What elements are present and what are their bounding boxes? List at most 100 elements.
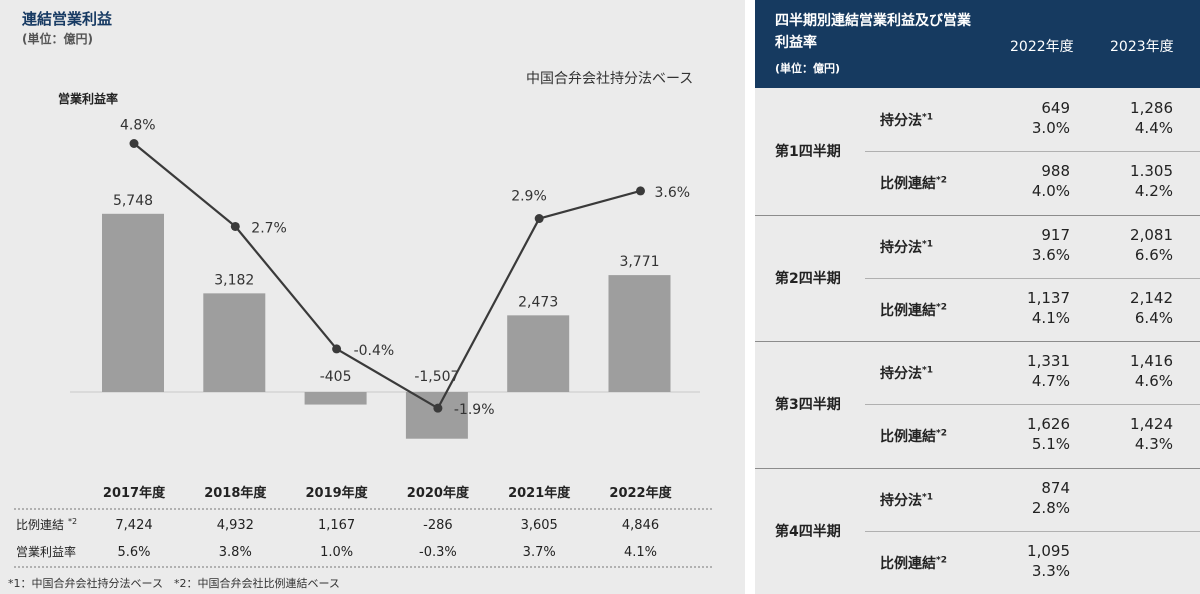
amount: 1,626 (1027, 415, 1070, 434)
margin: 4.6% (1134, 372, 1173, 390)
value-2022: 1,626 5.1% (1027, 414, 1070, 454)
table-row-label: 比例連結 *2 (16, 517, 77, 532)
footnote-mark: *1 (922, 238, 933, 249)
value-2023: 2,142 6.4% (1130, 288, 1173, 328)
margin: 3.0% (1031, 119, 1070, 137)
value-2022: 988 4.0% (1032, 161, 1070, 201)
margin: 4.1% (1031, 308, 1070, 327)
rate-value-label: -1.9% (454, 402, 495, 418)
bar-2017年度 (102, 213, 164, 392)
amount: 1,137 (1027, 288, 1070, 307)
bar-value-label: -1,507 (414, 369, 459, 385)
rate-point (129, 139, 139, 148)
amount: 874 (1041, 478, 1070, 497)
table-cell: 3,605 (521, 518, 558, 533)
operating-profit-chart: 5,748 3,182 -405 -1,507 2,473 3,771 4.8% 2.7% -0… (14, 118, 712, 568)
x-tick-label: 2019年度 (306, 485, 369, 501)
quarter-label: 第2四半期 (775, 270, 841, 287)
rate-point (636, 186, 645, 196)
method-label: 比例連結*2 (880, 175, 947, 193)
amount: 2,142 (1130, 288, 1173, 307)
method-divider (865, 151, 1200, 153)
footnote-mark: *1 (922, 365, 933, 376)
chart-title: 連結営業利益 (22, 10, 113, 28)
table-cell: 4,932 (217, 518, 254, 533)
footnote-mark: *1 (922, 491, 933, 502)
table-year-2023: 2023年度 (1110, 39, 1174, 55)
footnote-mark: *2 (936, 555, 947, 566)
table-cell: 5.6% (117, 545, 150, 560)
quarterly-table-panel: 四半期別連結営業利益及び営業利益率 (単位：億円) 2022年度 2023年度 … (755, 0, 1200, 594)
method-divider (865, 404, 1200, 406)
amount: 1,286 (1130, 99, 1173, 117)
table-cell: 1.0% (320, 545, 353, 560)
quarter-label: 第1四半期 (775, 144, 841, 161)
table-year-2022: 2022年度 (1010, 39, 1074, 55)
value-2023: 1,416 4.6% (1130, 351, 1173, 391)
rate-point (230, 221, 240, 231)
consolidated-operating-profit-panel: 連結営業利益 (単位：億円) 中国合弁会社持分法ベース 営業利益率 5,748 3… (0, 0, 745, 594)
table-cell: 7,424 (115, 518, 152, 533)
quarter-label: 第4四半期 (775, 523, 841, 540)
method-divider (865, 277, 1200, 279)
rate-line (133, 142, 641, 410)
bar-value-label: 2,473 (518, 294, 558, 310)
amount: 1,331 (1027, 352, 1070, 370)
rate-value-label: 3.6% (655, 185, 691, 201)
value-2022: 917 3.6% (1032, 225, 1070, 265)
table-cell: 3.7% (523, 545, 556, 560)
value-2023: 1.305 4.2% (1130, 161, 1173, 201)
margin: 4.3% (1134, 435, 1173, 454)
bar-value-label: 5,748 (113, 193, 153, 209)
amount: 649 (1041, 99, 1070, 117)
rate-value-label: 2.7% (251, 220, 287, 236)
method-label: 持分法*1 (880, 112, 933, 129)
amount: 988 (1041, 162, 1070, 181)
method-label: 持分法*1 (880, 365, 933, 382)
margin: 4.4% (1134, 119, 1173, 137)
margin: 3.3% (1031, 561, 1070, 580)
rate-point (534, 214, 544, 224)
value-2022: 1,137 4.1% (1027, 288, 1070, 328)
rate-point (332, 344, 342, 354)
chart-footnote: *1：中国合弁会社持分法ベース *2：中国合弁会社比例連結ベース (8, 577, 340, 590)
table-header: 四半期別連結営業利益及び営業利益率 (単位：億円) 2022年度 2023年度 (755, 0, 1200, 88)
footnote-mark: *2 (68, 517, 77, 526)
value-2022: 874 2.8% (1032, 478, 1070, 518)
method-label: 比例連結*2 (880, 555, 947, 572)
footnote-mark: *1 (922, 112, 933, 123)
method-divider (865, 530, 1200, 532)
value-2022: 649 3.0% (1032, 98, 1070, 138)
footnote-mark: *2 (936, 302, 947, 313)
x-tick-label: 2021年度 (508, 485, 571, 501)
rate-axis-label: 営業利益率 (58, 92, 119, 106)
table-cell: -0.3% (419, 545, 457, 560)
margin: 6.6% (1134, 245, 1173, 264)
x-tick-label: 2018年度 (204, 485, 267, 501)
bar-2022年度 (608, 275, 671, 392)
bar-2021年度 (507, 315, 570, 392)
table-cell: 4,846 (622, 518, 659, 533)
margin: 4.7% (1031, 372, 1070, 390)
value-2023: 1,424 4.3% (1130, 414, 1173, 454)
table-cell: 1,167 (318, 518, 355, 533)
rate-value-label: 2.9% (511, 189, 547, 205)
x-tick-label: 2022年度 (609, 485, 672, 501)
margin: 4.0% (1031, 182, 1070, 201)
quarter-divider (755, 467, 1200, 469)
bar-2020年度 (405, 392, 468, 439)
method-label: 持分法*1 (880, 491, 933, 509)
quarter-divider (755, 341, 1200, 342)
table-unit: (単位：億円) (775, 62, 841, 75)
chart-basis-note: 中国合弁会社持分法ベース (526, 71, 694, 87)
margin: 5.1% (1031, 435, 1070, 454)
table-cell: -286 (423, 518, 453, 533)
amount: 2,081 (1130, 225, 1173, 244)
margin: 4.2% (1134, 182, 1173, 201)
quarter-divider (755, 214, 1200, 216)
quarter-label: 第3四半期 (775, 397, 841, 414)
table-cell: 3.8% (219, 545, 252, 560)
x-tick-label: 2017年度 (103, 485, 166, 501)
method-label: 比例連結*2 (880, 428, 947, 446)
